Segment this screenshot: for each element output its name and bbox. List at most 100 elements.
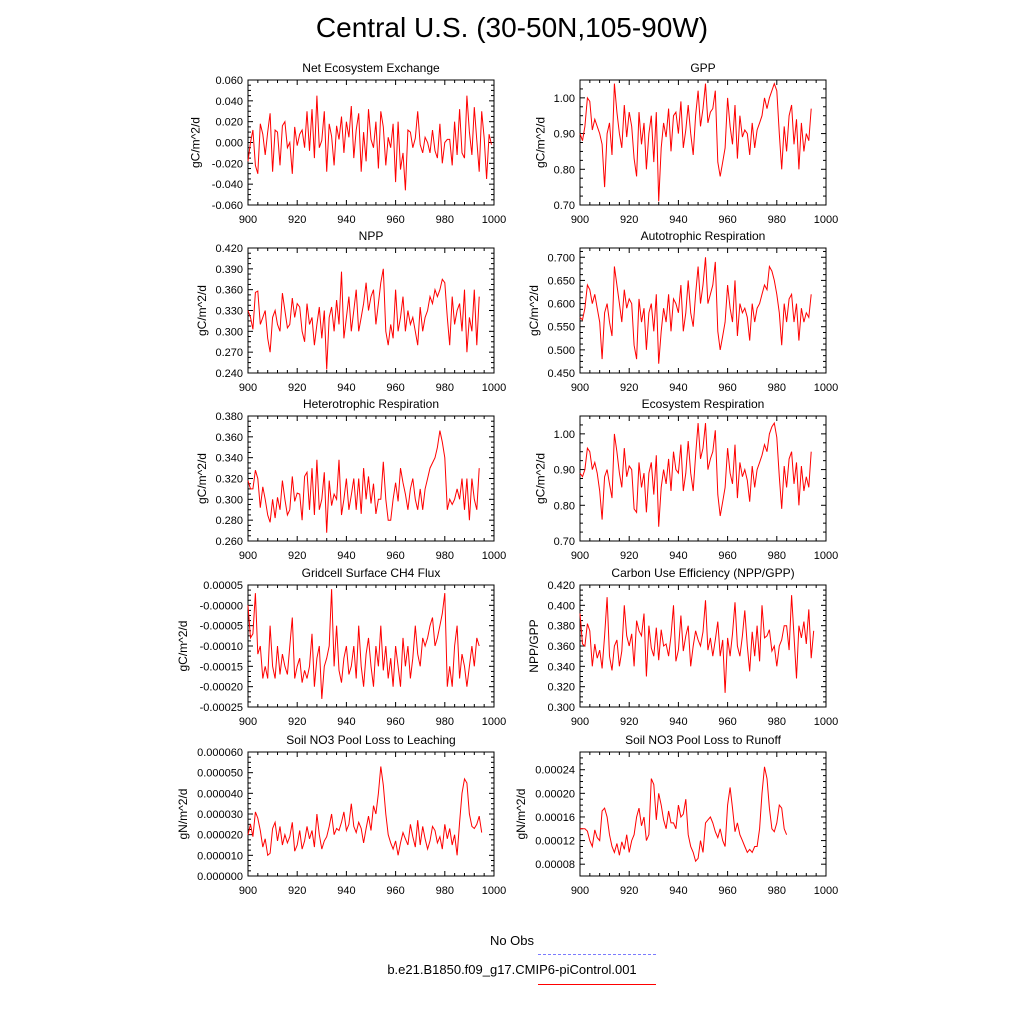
- y-tick-label: 0.600: [547, 299, 575, 311]
- x-tick-label: 1000: [814, 885, 838, 897]
- plot-frame: [247, 415, 495, 542]
- y-tick-label: 0.300: [215, 494, 243, 506]
- y-tick-label: 0.550: [547, 322, 575, 334]
- y-tick-label: 0.420: [215, 243, 243, 255]
- y-axis-label: gC/m^2/d: [189, 117, 203, 168]
- y-tick-label: 0.000050: [197, 768, 243, 780]
- plot-frame: [579, 79, 827, 206]
- panel-title: Heterotrophic Respiration: [303, 397, 439, 411]
- chart-panel: 900 920 940 960 980 1000 1.00 0.90 0.80 0.70 GPP gC…: [533, 61, 838, 226]
- y-tick-label: 0.260: [215, 536, 243, 548]
- x-tick-label: 980: [436, 382, 454, 394]
- x-tick-label: 960: [386, 214, 404, 226]
- x-tick-label: 960: [718, 214, 736, 226]
- x-tick-label: 940: [337, 716, 355, 728]
- chart-panel: 900 920 940 960 980 1000 0.420 0.400 0.380 0.360 0…: [527, 566, 838, 728]
- y-tick-label: -0.060: [212, 200, 243, 212]
- y-tick-label: 0.00016: [535, 812, 575, 824]
- x-tick-label: 940: [669, 716, 687, 728]
- x-tick-label: 1000: [482, 885, 506, 897]
- y-axis-label: NPP/GPP: [527, 619, 541, 672]
- y-tick-label: 0.70: [554, 200, 575, 212]
- x-tick-label: 1000: [482, 214, 506, 226]
- y-tick-label: 0.000060: [197, 747, 243, 759]
- panel-title: Soil NO3 Pool Loss to Leaching: [286, 733, 455, 747]
- x-tick-label: 940: [337, 885, 355, 897]
- x-tick-label: 980: [768, 382, 786, 394]
- y-tick-label: 0.360: [547, 641, 575, 653]
- x-tick-label: 940: [669, 382, 687, 394]
- y-tick-label: 0.270: [215, 347, 243, 359]
- x-tick-label: 1000: [814, 716, 838, 728]
- x-tick-label: 980: [436, 716, 454, 728]
- x-tick-label: 980: [436, 550, 454, 562]
- series-line: [579, 82, 812, 202]
- y-tick-label: 0.80: [554, 500, 575, 512]
- y-tick-label: 0.000030: [197, 809, 243, 821]
- y-tick-label: 0.330: [215, 306, 243, 318]
- x-tick-label: 900: [571, 885, 589, 897]
- y-tick-label: 0.360: [215, 432, 243, 444]
- y-tick-label: 0.000: [215, 138, 243, 150]
- x-tick-label: 920: [620, 382, 638, 394]
- panel-title: Soil NO3 Pool Loss to Runoff: [625, 733, 782, 747]
- y-tick-label: 0.420: [547, 580, 575, 592]
- x-tick-label: 1000: [482, 716, 506, 728]
- legend-obs-label: No Obs: [489, 933, 535, 948]
- chart-panel: 900 920 940 960 980 1000 0.000060 0.000050 0.000…: [176, 733, 506, 897]
- x-tick-label: 940: [337, 550, 355, 562]
- y-tick-label: 0.340: [215, 453, 243, 465]
- y-tick-label: -0.020: [212, 158, 243, 170]
- y-tick-label: 0.70: [554, 536, 575, 548]
- panel-title: Ecosystem Respiration: [642, 397, 765, 411]
- x-tick-label: 920: [288, 716, 306, 728]
- x-tick-label: 900: [239, 214, 257, 226]
- panel-title: Gridcell Surface CH4 Flux: [302, 566, 441, 580]
- y-axis-label: gN/m^2/d: [176, 789, 190, 840]
- x-tick-label: 1000: [814, 550, 838, 562]
- y-tick-label: -0.00010: [200, 641, 243, 653]
- y-tick-label: 0.020: [215, 117, 243, 129]
- x-tick-label: 1000: [482, 550, 506, 562]
- x-tick-label: 960: [386, 716, 404, 728]
- y-tick-label: 0.060: [215, 75, 243, 87]
- page-title: Central U.S. (30-50N,105-90W): [315, 12, 709, 43]
- y-tick-label: 0.390: [215, 264, 243, 276]
- y-tick-label: 0.00020: [535, 788, 575, 800]
- x-tick-label: 940: [669, 885, 687, 897]
- plot-frame: [579, 751, 827, 877]
- y-tick-label: 0.360: [215, 285, 243, 297]
- y-axis-label: gC/m^2/d: [527, 285, 541, 336]
- series-line: [247, 589, 480, 699]
- x-tick-label: 940: [337, 214, 355, 226]
- panel-title: Carbon Use Efficiency (NPP/GPP): [611, 566, 794, 580]
- x-tick-label: 960: [386, 885, 404, 897]
- y-tick-label: 0.650: [547, 275, 575, 287]
- legend-obs-line: [538, 954, 656, 955]
- x-tick-label: 960: [718, 550, 736, 562]
- y-tick-label: 1.00: [554, 429, 575, 441]
- legend-model-line: [538, 984, 656, 985]
- y-tick-label: 0.300: [215, 326, 243, 338]
- series-line: [247, 766, 483, 857]
- y-tick-label: -0.00015: [200, 661, 243, 673]
- x-tick-label: 980: [768, 550, 786, 562]
- y-axis-label: gC/m^2/d: [533, 453, 547, 504]
- y-tick-label: 0.700: [547, 252, 575, 264]
- y-tick-label: 0.00005: [203, 580, 243, 592]
- chart-panel: 900 920 940 960 980 1000 0.700 0.650 0.600 0.550 0…: [527, 229, 838, 394]
- x-tick-label: 960: [718, 885, 736, 897]
- series-line: [579, 595, 815, 693]
- y-tick-label: -0.00000: [200, 600, 243, 612]
- x-tick-label: 920: [620, 550, 638, 562]
- y-tick-label: 0.80: [554, 164, 575, 176]
- x-tick-label: 920: [288, 382, 306, 394]
- y-tick-label: 0.280: [215, 515, 243, 527]
- y-tick-label: 0.500: [547, 345, 575, 357]
- chart-panel: 900 920 940 960 980 1000 0.00005 -0.00000 -0.000…: [176, 566, 506, 728]
- x-tick-label: 900: [571, 214, 589, 226]
- y-tick-label: 0.000020: [197, 830, 243, 842]
- x-tick-label: 900: [571, 716, 589, 728]
- x-tick-label: 900: [239, 550, 257, 562]
